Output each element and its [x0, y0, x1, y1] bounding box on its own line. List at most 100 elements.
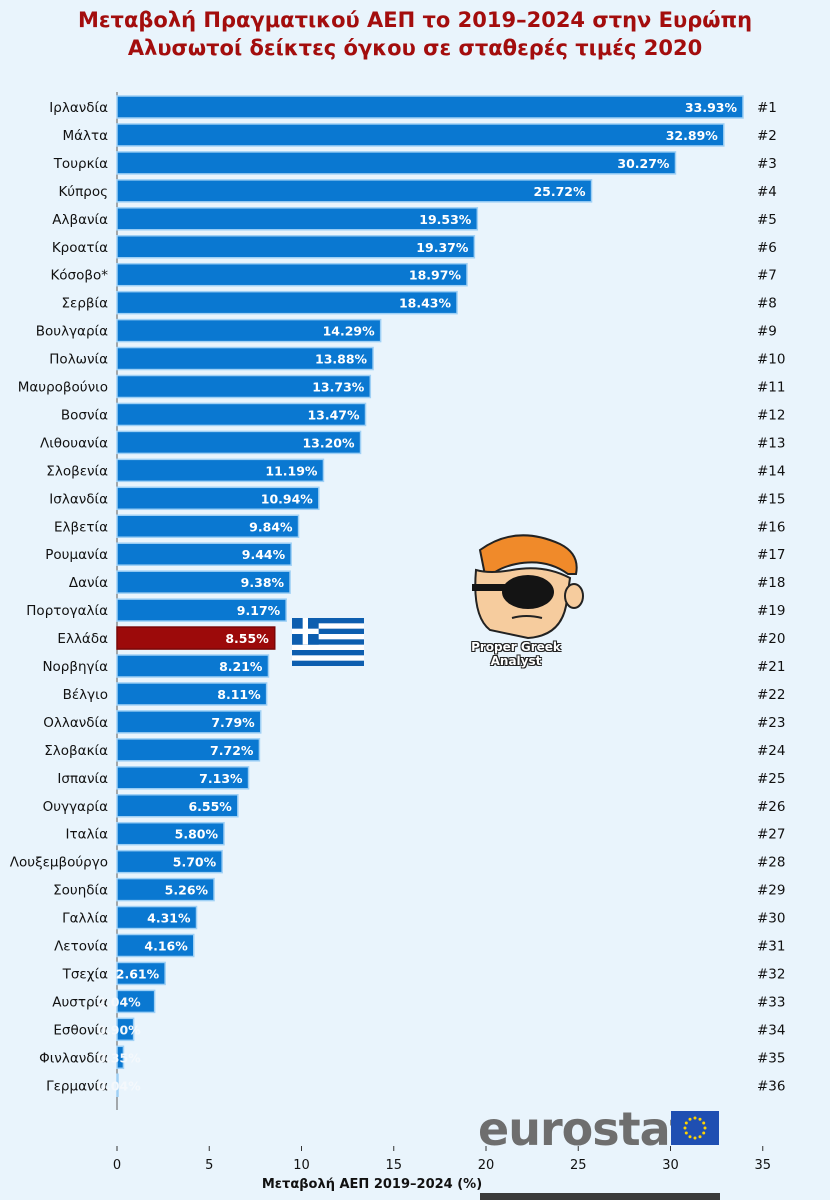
bar [116, 1045, 125, 1070]
rank-label: #24 [757, 743, 786, 759]
category-label: Κροατία [52, 240, 108, 256]
rank-label: #3 [757, 156, 777, 172]
value-label: 4.16% [144, 939, 188, 954]
value-label: 9.84% [249, 519, 293, 534]
value-label: 18.97% [409, 268, 462, 283]
bar [116, 710, 262, 734]
bar [116, 95, 744, 119]
x-tick-label: 10 [293, 1158, 310, 1173]
rank-label: #33 [757, 994, 786, 1010]
category-label: Ιταλία [66, 827, 109, 843]
rank-label: #36 [757, 1078, 786, 1094]
rank-label: #30 [757, 911, 786, 927]
value-label: 0.35% [97, 1050, 141, 1065]
category-label: Σλοβακία [44, 743, 108, 759]
rank-label: #18 [757, 575, 786, 591]
category-label: Κύπρος [58, 184, 108, 200]
value-label: 32.89% [666, 128, 719, 143]
bar [116, 766, 250, 790]
bar [116, 626, 276, 650]
category-label: Τουρκία [53, 156, 108, 172]
rank-label: #14 [757, 463, 786, 479]
category-label: Τσεχία [62, 966, 108, 982]
rank-label: #2 [757, 128, 777, 144]
bar [116, 738, 261, 762]
category-label: Ολλανδία [43, 715, 108, 731]
category-label: Λουξεμβούργο [10, 855, 108, 871]
category-label: Μαυροβούνιο [18, 380, 108, 396]
category-label: Βουλγαρία [36, 324, 108, 340]
eurostat-logo: eurostat [478, 1102, 692, 1156]
category-label: Εσθονία [53, 1022, 108, 1038]
rank-label: #6 [757, 240, 777, 256]
x-tick-label: 5 [205, 1158, 213, 1173]
bottom-strip [480, 1193, 720, 1200]
value-label: 13.73% [312, 380, 365, 395]
bar [116, 1017, 135, 1042]
bar [116, 989, 156, 1014]
rank-label: #12 [757, 407, 786, 423]
bar [116, 1073, 119, 1097]
value-label: 8.55% [225, 631, 269, 646]
value-label: 0.90% [97, 1022, 141, 1037]
value-label: 2.04% [97, 994, 141, 1009]
rank-label: #16 [757, 519, 786, 535]
x-tick-label: 0 [113, 1158, 121, 1173]
value-label: 18.43% [399, 296, 452, 311]
rank-label: #11 [757, 380, 786, 396]
bar [116, 933, 195, 958]
category-label: Γερμανία [46, 1078, 108, 1094]
category-label: Δανία [69, 575, 108, 591]
bar [116, 905, 198, 930]
value-label: 6.55% [188, 799, 232, 814]
bar [116, 123, 725, 147]
bar [116, 290, 458, 315]
category-label: Κόσοβο* [50, 268, 108, 284]
rank-label: #4 [757, 184, 777, 200]
bar [116, 654, 270, 678]
category-label: Μάλτα [62, 128, 108, 144]
greek-flag-icon [292, 618, 364, 666]
category-label: Βέλγιο [63, 687, 108, 703]
category-label: Ρουμανία [45, 547, 108, 563]
value-label: 14.29% [323, 324, 376, 339]
x-tick-label: 20 [478, 1158, 495, 1173]
bar [116, 849, 223, 874]
bar [116, 318, 382, 343]
bar [116, 151, 677, 175]
rank-label: #25 [757, 771, 786, 787]
value-label: 0.04% [97, 1078, 141, 1093]
rank-label: #23 [757, 715, 786, 731]
category-label: Λετονία [54, 939, 108, 955]
rank-label: #17 [757, 547, 786, 563]
bar [116, 262, 468, 287]
value-label: 11.19% [265, 463, 318, 478]
value-label: 9.17% [237, 603, 281, 618]
category-label: Ουγγαρία [43, 799, 108, 815]
value-label: 19.37% [416, 240, 469, 255]
category-label: Νορβηγία [42, 659, 108, 675]
rank-label: #28 [757, 855, 786, 871]
value-label: 7.13% [199, 771, 243, 786]
chart-subtitle: Αλυσωτοί δείκτες όγκου σε σταθερές τιμές… [127, 36, 703, 60]
bar [116, 794, 239, 818]
rank-label: #31 [757, 939, 786, 955]
value-label: 5.80% [175, 827, 219, 842]
rank-label: #13 [757, 435, 786, 451]
eu-flag-icon [671, 1111, 719, 1145]
category-label: Σερβία [62, 296, 109, 312]
category-label: Ελβετία [54, 519, 108, 535]
category-label: Σουηδία [53, 883, 108, 899]
bar [116, 235, 476, 259]
value-label: 10.94% [261, 491, 314, 506]
category-label: Πολωνία [49, 352, 108, 368]
rank-label: #9 [757, 324, 777, 340]
value-label: 13.88% [315, 352, 368, 367]
bar [116, 961, 166, 986]
bar [116, 402, 367, 427]
rank-label: #27 [757, 827, 786, 843]
bar [116, 570, 291, 594]
rank-label: #19 [757, 603, 786, 619]
rank-label: #35 [757, 1050, 786, 1066]
value-label: 25.72% [533, 184, 586, 199]
